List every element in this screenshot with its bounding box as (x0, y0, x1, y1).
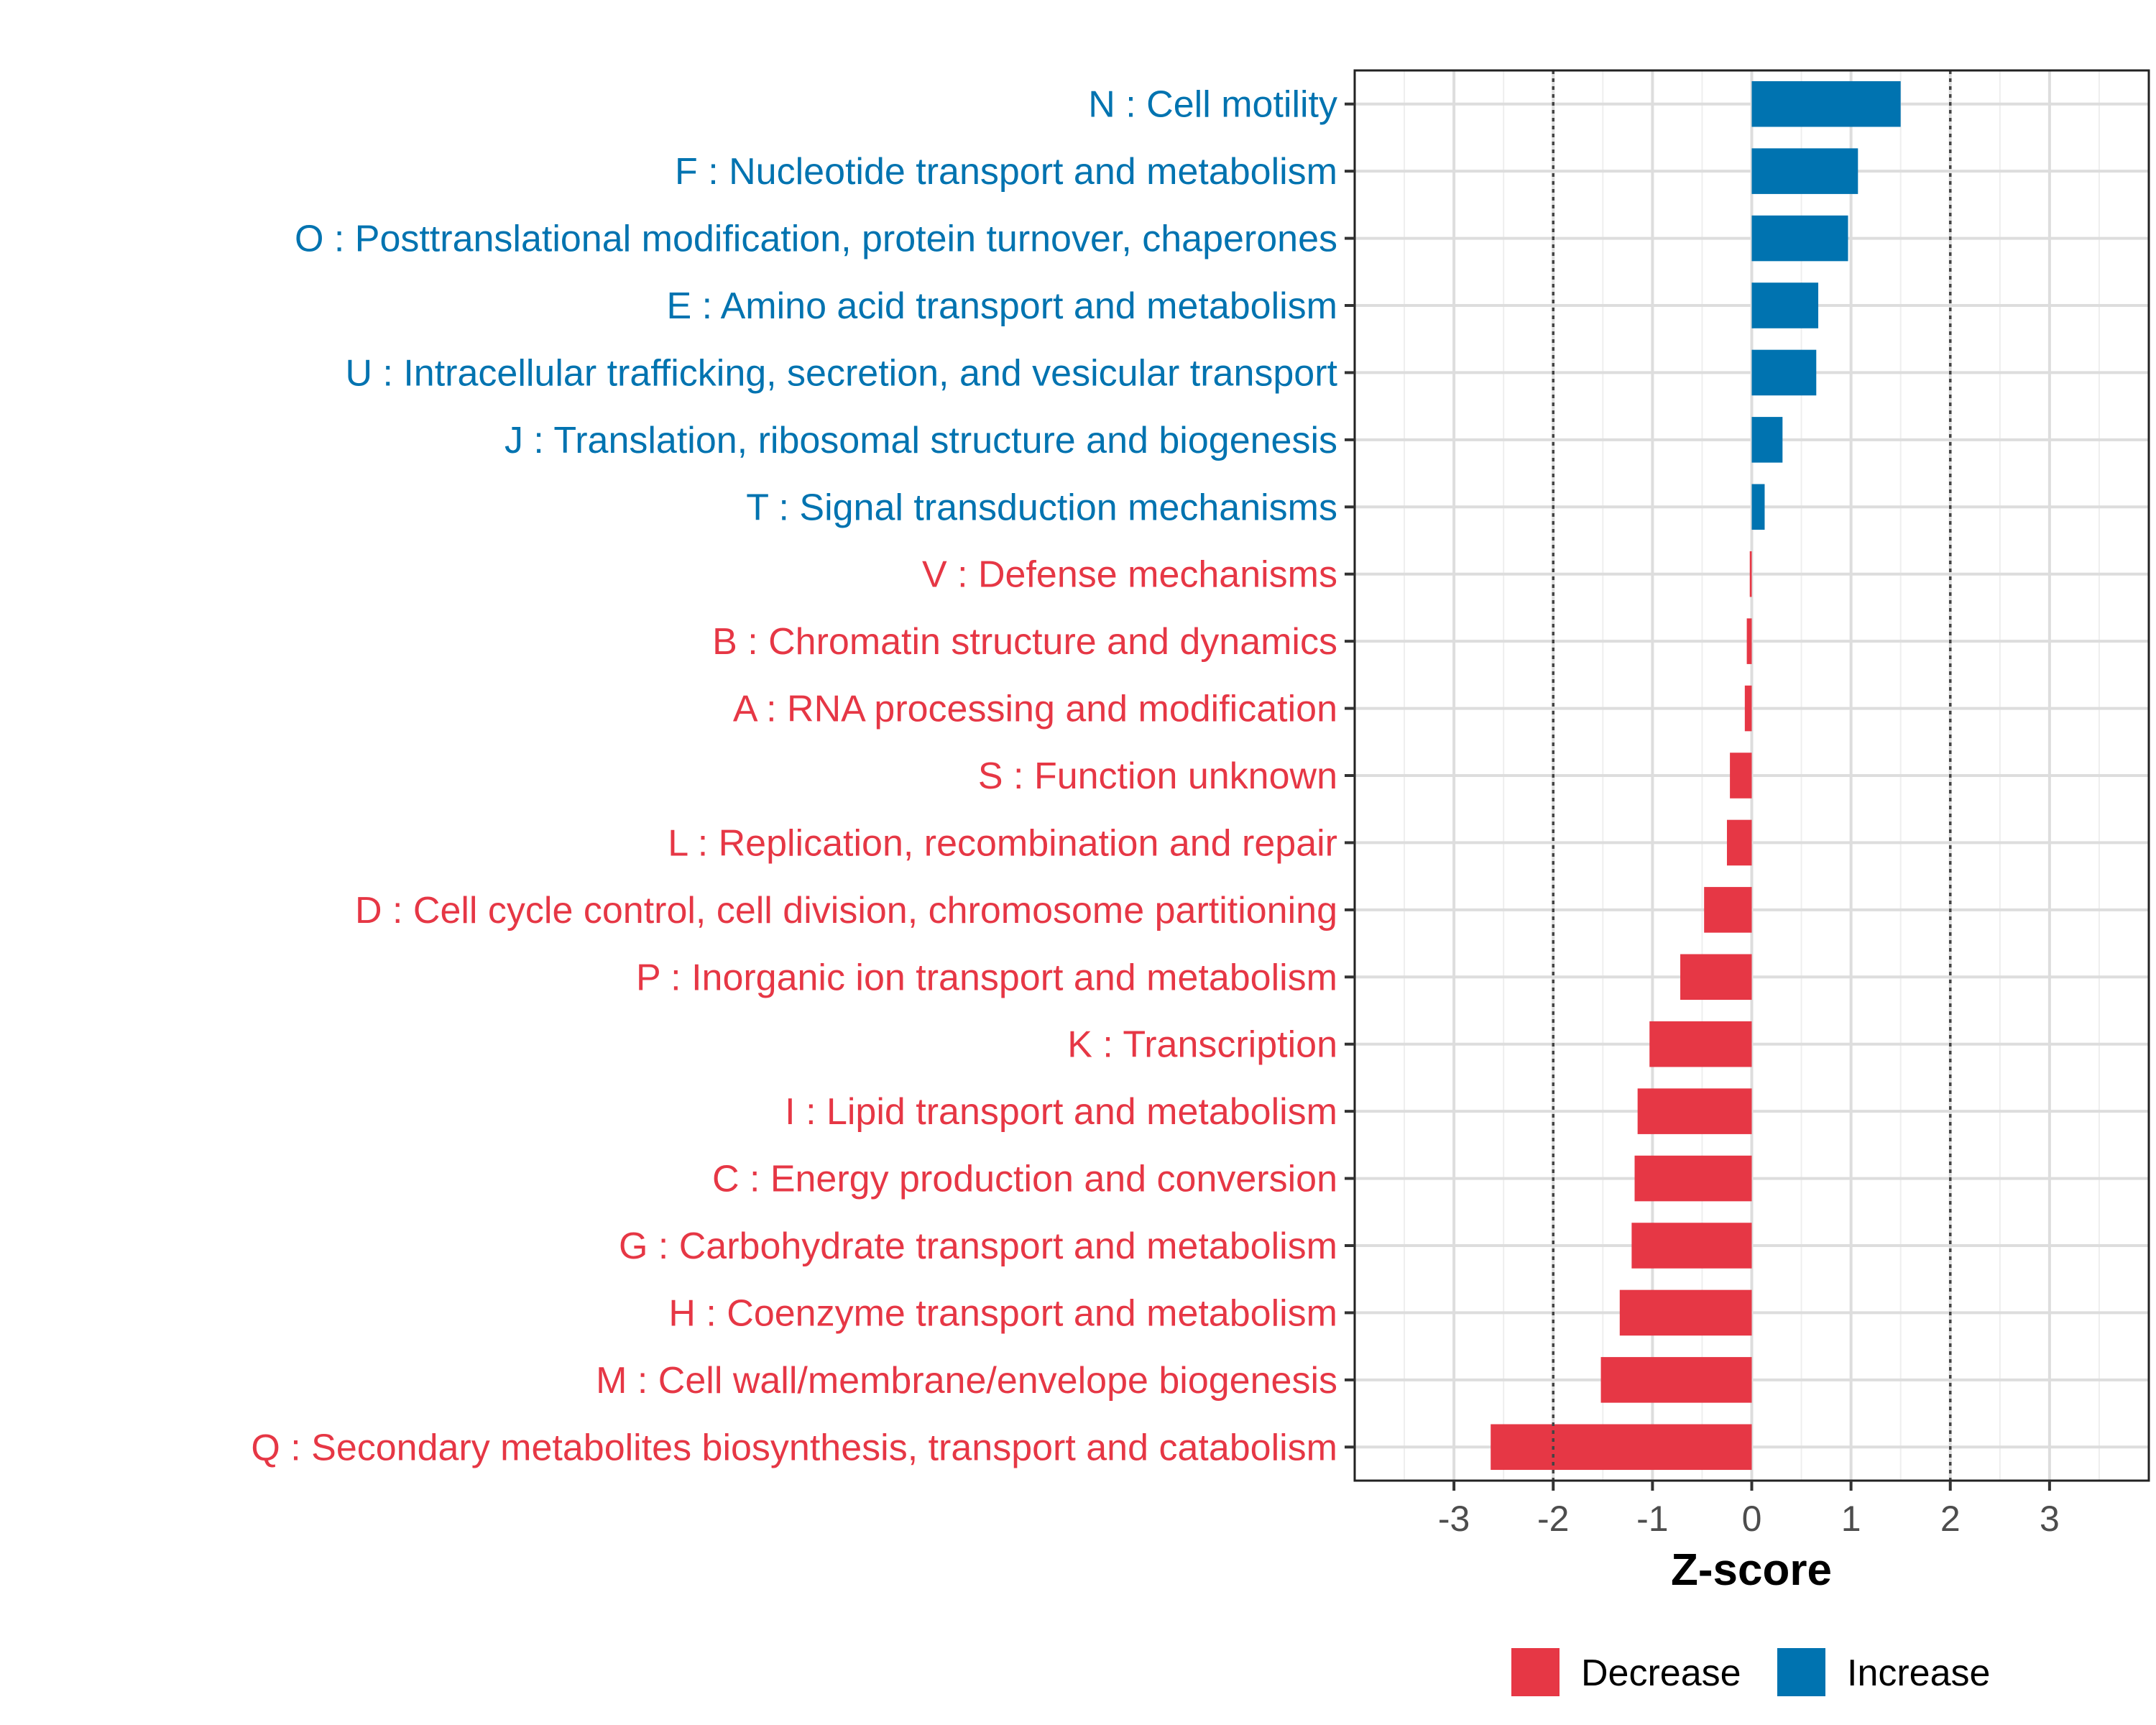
bar-layer (1491, 70, 1952, 1481)
category-label: I : Lipid transport and metabolism (785, 1091, 1337, 1133)
category-label: M : Cell wall/membrane/envelope biogenes… (596, 1360, 1337, 1402)
legend: Decrease Increase (1511, 1648, 1990, 1696)
bar-v (1749, 551, 1752, 597)
bar-q (1491, 1424, 1752, 1471)
legend-swatch-decrease (1511, 1648, 1560, 1696)
bar-m (1600, 1357, 1752, 1403)
category-label: T : Signal transduction mechanisms (746, 487, 1337, 528)
bar-c (1634, 1155, 1752, 1202)
category-label: K : Transcription (1067, 1024, 1337, 1066)
bar-n (1751, 80, 1901, 127)
bar-b (1746, 618, 1752, 664)
legend-label-increase: Increase (1847, 1652, 1990, 1694)
bar-k (1649, 1021, 1752, 1067)
bar-u (1751, 349, 1817, 396)
category-label-layer: N : Cell motility F : Nucleotide transpor… (251, 84, 1337, 1469)
bar-f (1751, 148, 1858, 194)
category-label: U : Intracellular trafficking, secretion… (345, 352, 1337, 394)
category-label: O : Posttranslational modification, prot… (295, 218, 1337, 260)
legend-label-decrease: Decrease (1581, 1652, 1741, 1694)
category-label: F : Nucleotide transport and metabolism (675, 151, 1337, 193)
bar-d (1704, 887, 1752, 933)
x-tick-label: -1 (1636, 1499, 1668, 1539)
category-label: J : Translation, ribosomal structure and… (505, 420, 1337, 461)
category-label: L : Replication, recombination and repai… (668, 822, 1337, 864)
bar-t (1751, 484, 1765, 530)
category-label: Q : Secondary metabolites biosynthesis, … (251, 1427, 1337, 1468)
bar-e (1751, 282, 1819, 328)
bar-p (1680, 954, 1752, 1000)
category-label: H : Coenzyme transport and metabolism (668, 1292, 1337, 1334)
category-label: V : Defense mechanisms (922, 554, 1337, 596)
category-label: P : Inorganic ion transport and metaboli… (636, 957, 1337, 998)
x-tick-label: 0 (1742, 1499, 1762, 1539)
x-tick-label: -2 (1537, 1499, 1569, 1539)
bar-o (1751, 215, 1848, 262)
category-label: A : RNA processing and modification (733, 689, 1337, 730)
bar-h (1619, 1289, 1752, 1336)
category-label: E : Amino acid transport and metabolism (666, 285, 1337, 327)
bar-i (1637, 1088, 1752, 1134)
category-label: D : Cell cycle control, cell division, c… (355, 890, 1337, 932)
bar-g (1631, 1223, 1752, 1269)
bar-l (1726, 819, 1752, 866)
x-tick-label: 3 (2040, 1499, 2060, 1539)
category-label: B : Chromatin structure and dynamics (712, 621, 1337, 663)
x-tick-label: -3 (1438, 1499, 1470, 1539)
category-label: S : Function unknown (978, 755, 1337, 797)
x-tick-label: 2 (1940, 1499, 1961, 1539)
category-label: C : Energy production and conversion (712, 1159, 1337, 1200)
axis-layer: -3 -2 -1 0 1 2 3 (1345, 69, 2150, 1539)
category-label: G : Carbohydrate transport and metabolis… (619, 1225, 1337, 1267)
bar-s (1730, 753, 1752, 799)
category-label: N : Cell motility (1088, 84, 1337, 126)
bar-a (1744, 685, 1752, 732)
legend-swatch-increase (1777, 1648, 1825, 1696)
bar-j (1751, 417, 1783, 463)
x-tick-label: 1 (1841, 1499, 1861, 1539)
x-axis-title: Z-score (1671, 1545, 1832, 1595)
